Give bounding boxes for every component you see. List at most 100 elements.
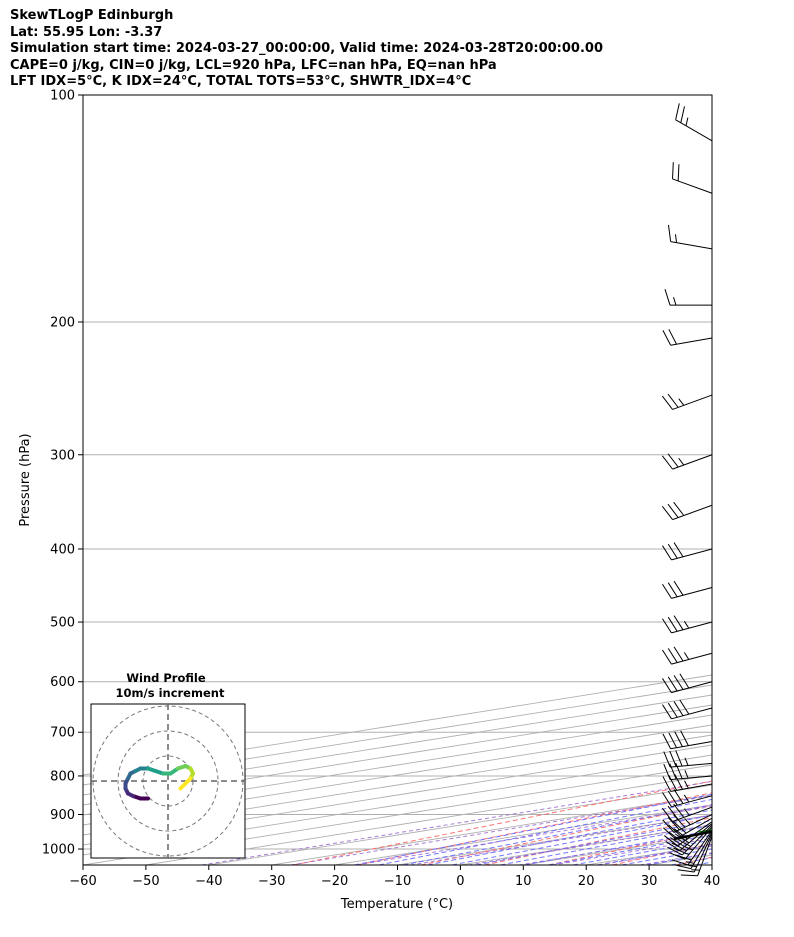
wind-barb-flag <box>667 846 683 856</box>
wind-barb <box>672 162 713 194</box>
wind-barb-flag <box>669 763 677 780</box>
wind-barb <box>662 817 713 840</box>
wind-barbs <box>661 103 713 877</box>
wind-barb <box>662 542 713 561</box>
dry-adiabat-line <box>740 95 794 865</box>
isotherm-line <box>586 844 712 865</box>
wind-barb-staff <box>670 775 713 781</box>
hodograph-ring <box>117 730 219 832</box>
wind-barb-flag <box>674 731 683 747</box>
mixing-ratio-line <box>639 852 712 865</box>
moist-adiabat-line <box>524 829 712 865</box>
wind-barb-flag <box>667 616 678 632</box>
wind-barb-flag <box>662 678 672 693</box>
wind-barb <box>662 699 713 720</box>
x-tick-label: −30 <box>258 874 285 889</box>
wind-barb-flag <box>675 750 683 767</box>
wind-barb-half-flag <box>684 770 689 779</box>
y-axis-label: Pressure (hPa) <box>18 433 33 526</box>
wind-barb-flag <box>675 762 683 779</box>
wind-barb-flag <box>662 583 672 599</box>
isotherm-line <box>83 674 712 776</box>
wind-barb-flag <box>673 828 688 840</box>
wind-barb-flag <box>662 792 672 807</box>
moist-adiabat-line <box>720 95 794 865</box>
wind-barb-staff <box>684 826 713 860</box>
moist-adiabat-line <box>378 798 712 865</box>
wind-barb-half-flag <box>678 458 685 466</box>
wind-barb-flag <box>667 543 678 559</box>
wind-barb-staff <box>671 707 713 720</box>
y-tick-label: 800 <box>50 769 75 784</box>
wind-barb <box>662 673 713 694</box>
wind-barb-flag <box>670 837 685 848</box>
dry-adiabat-line <box>484 817 712 865</box>
wind-barb-flag <box>662 776 672 792</box>
moist-adiabats <box>354 95 794 865</box>
wind-barb-staff <box>673 814 713 833</box>
wind-barb-flag <box>680 106 685 123</box>
wind-barb-half-flag <box>683 652 690 660</box>
wind-barb-half-flag <box>678 398 685 406</box>
wind-barb <box>665 823 713 851</box>
wind-barb-staff <box>672 504 713 521</box>
wind-barb <box>662 329 713 346</box>
isotherm-line <box>271 794 712 865</box>
wind-barb-staff <box>672 454 713 470</box>
wind-barb-staff <box>670 241 713 250</box>
wind-barb-staff <box>690 831 713 869</box>
wind-barb-staff <box>679 823 713 851</box>
wind-barb-flag <box>673 501 685 516</box>
moist-adiabat-line <box>451 814 712 865</box>
wind-barb-flag <box>662 827 676 840</box>
wind-barb-half-flag <box>683 794 690 803</box>
y-tick-label: 500 <box>50 616 75 631</box>
x-tick-label: −50 <box>132 874 159 889</box>
profile-lines <box>673 95 794 841</box>
wind-barb-flag <box>679 673 690 689</box>
mixing-ratio-line <box>290 795 712 865</box>
wind-barb-flag <box>667 503 679 518</box>
wind-barb-flag <box>668 831 683 843</box>
wind-barb-flag <box>661 505 673 520</box>
wind-barb-flag <box>662 545 672 561</box>
isotherm-line <box>83 694 712 796</box>
wind-barb-flag <box>663 751 671 768</box>
wind-barb <box>663 762 713 781</box>
wind-barb-flag <box>673 615 684 631</box>
wind-barb-flag <box>680 874 698 877</box>
y-tick-label: 700 <box>50 726 75 741</box>
x-tick-label: 30 <box>641 874 658 889</box>
y-tick-label: 600 <box>50 675 75 690</box>
mixing-ratio-line <box>410 814 712 865</box>
isotherm-line <box>83 724 712 826</box>
wind-barb-flag <box>673 789 684 804</box>
isotherm-line <box>397 814 712 865</box>
wind-barb <box>667 224 713 250</box>
wind-barb-staff <box>670 762 713 768</box>
wind-barb-staff <box>672 394 713 410</box>
wind-barb-half-flag <box>683 808 690 816</box>
x-tick-label: 40 <box>704 874 721 889</box>
moist-adiabat-line <box>427 809 712 865</box>
wind-barb <box>662 814 713 833</box>
wind-barb <box>664 289 712 306</box>
wind-barb-flag <box>668 329 677 345</box>
wind-barb-staff <box>671 652 713 665</box>
y-tick-label: 1000 <box>42 843 75 858</box>
moist-adiabat-line <box>670 857 712 865</box>
isotherm-line <box>83 734 712 836</box>
wind-barb-staff <box>671 621 713 634</box>
wind-barb-flag <box>667 817 680 831</box>
wind-barb-flag <box>667 790 678 806</box>
x-tick-label: 20 <box>578 874 595 889</box>
wind-barb-flag <box>673 814 686 828</box>
chart-title: SkewTLogP Edinburgh <box>10 8 174 23</box>
wind-barb-staff <box>672 178 713 194</box>
isotherm-line <box>83 684 712 786</box>
isotherm-line <box>649 854 712 865</box>
temperature-line <box>743 95 794 826</box>
moist-adiabat-line <box>695 861 712 865</box>
hodograph-inset: Wind Profile 10m/s increment <box>90 671 246 859</box>
wind-barb <box>669 826 713 860</box>
